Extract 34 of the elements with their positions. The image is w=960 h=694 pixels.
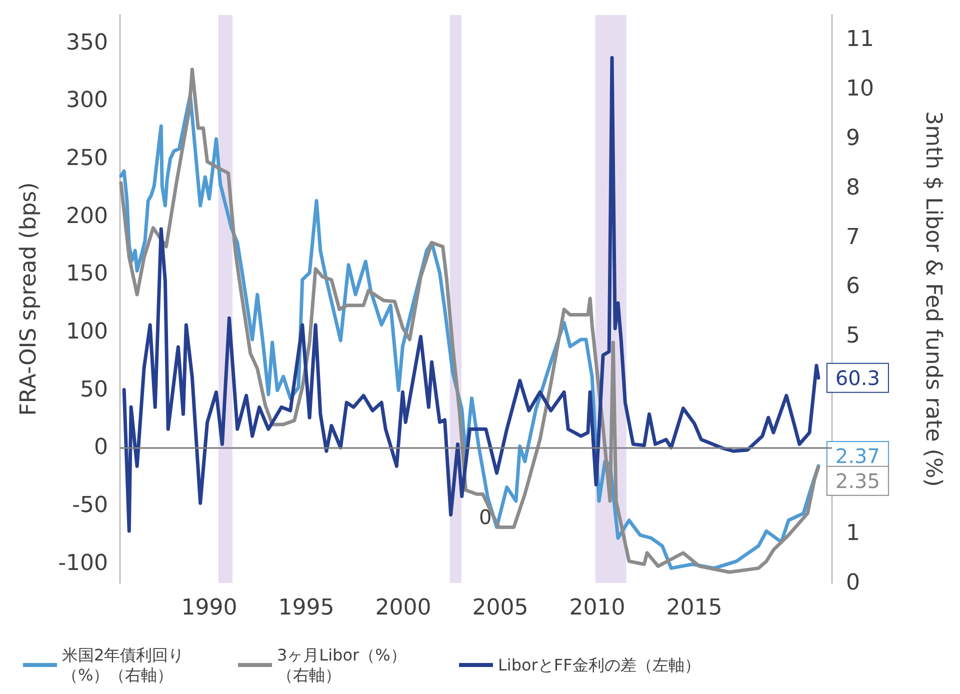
y2-tick-label: 8 (846, 175, 860, 200)
y-tick-label: 250 (66, 146, 108, 171)
legend-label: 米国2年債利回り（%）（右軸） (62, 646, 184, 684)
data-label: 2.37 (835, 444, 880, 468)
x-tick-label: 1990 (181, 596, 238, 620)
annotation: 0 (479, 505, 492, 529)
data-label: 60.3 (835, 366, 880, 390)
x-tick-label: 1995 (278, 596, 334, 620)
x-tick-label: 2010 (569, 596, 626, 620)
y-tick-label: 350 (66, 30, 108, 56)
y-tick-label: -100 (58, 550, 108, 576)
y2-tick-label: 9 (846, 126, 860, 151)
y-tick-label: 200 (66, 204, 108, 229)
legend-label: 3ヶ月Libor（%）（右軸） (277, 646, 406, 684)
data-label: 2.35 (835, 468, 880, 493)
x-tick-label: 2000 (375, 596, 432, 620)
x-tick-label: 2005 (472, 596, 528, 620)
y2-axis-title: 3mth $ Libor & Fed funds rate (%) (920, 111, 946, 487)
y-tick-label: 50 (80, 377, 108, 402)
legend-label: LiborとFF金利の差（左軸） (498, 656, 700, 674)
y2-tick-label: 0 (846, 570, 860, 596)
y-tick-label: -50 (72, 492, 108, 518)
y-tick-label: 100 (66, 319, 108, 344)
y2-tick-label: 11 (846, 27, 874, 52)
y2-tick-label: 7 (846, 224, 860, 250)
y2-tick-label: 5 (846, 324, 860, 349)
y2-tick-label: 1 (846, 521, 860, 546)
y-tick-label: 300 (66, 88, 108, 114)
y-tick-label: 0 (94, 435, 108, 460)
y-axis-title: FRA-OIS spread (bps) (16, 182, 42, 416)
y-tick-label: 150 (66, 262, 108, 287)
y2-tick-label: 6 (846, 274, 860, 300)
y2-tick-label: 10 (846, 76, 874, 102)
x-tick-label: 2015 (666, 596, 722, 620)
